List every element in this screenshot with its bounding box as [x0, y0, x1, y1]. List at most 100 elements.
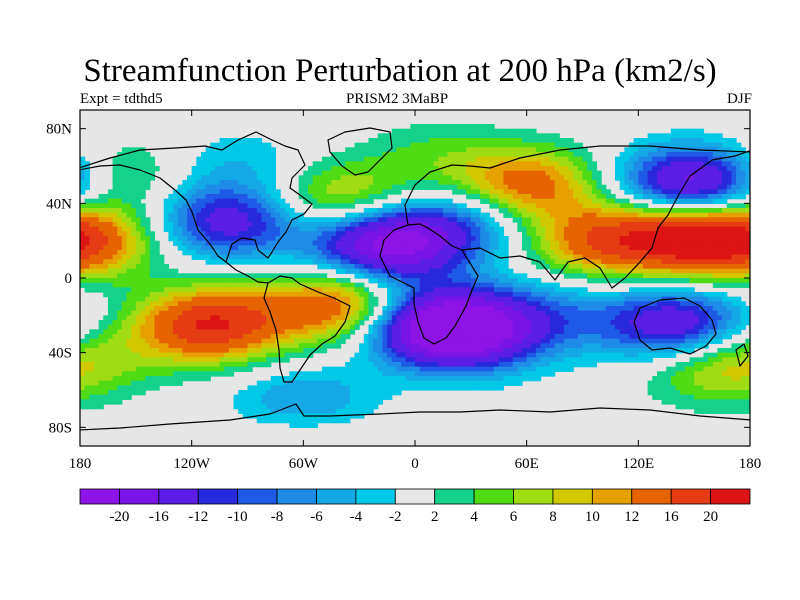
field-cell — [568, 273, 574, 279]
field-cell — [717, 152, 723, 158]
field-cell — [698, 315, 705, 321]
field-cell — [433, 152, 439, 158]
field-cell — [559, 203, 565, 209]
field-cell — [303, 306, 309, 312]
field-cell — [712, 222, 719, 228]
field-cell — [601, 273, 607, 279]
field-cell — [219, 278, 225, 284]
field-cell — [619, 161, 625, 167]
field-cell — [503, 156, 509, 162]
field-cell — [280, 226, 286, 232]
field-cell — [624, 226, 630, 232]
field-cell — [382, 306, 388, 312]
field-cell — [405, 203, 411, 209]
field-cell — [466, 124, 472, 130]
field-cell — [405, 296, 411, 302]
field-cell — [210, 315, 216, 321]
field-cell — [112, 296, 118, 302]
field-cell — [214, 184, 221, 190]
field-cell — [522, 198, 528, 204]
field-cell — [656, 296, 663, 302]
field-cell — [638, 273, 644, 279]
field-cell — [498, 198, 504, 204]
field-cell — [173, 198, 179, 204]
field-cell — [280, 282, 286, 288]
field-cell — [415, 170, 421, 176]
field-cell — [522, 156, 528, 162]
field-cell — [703, 222, 709, 228]
field-cell — [624, 268, 630, 274]
field-cell — [484, 147, 491, 153]
field-cell — [270, 310, 277, 316]
field-cell — [154, 310, 160, 316]
field-cell — [708, 208, 714, 214]
field-cell — [526, 301, 532, 307]
field-cell — [535, 287, 542, 293]
field-cell — [145, 184, 151, 190]
field-cell — [238, 217, 244, 223]
field-cell — [563, 254, 570, 260]
field-cell — [205, 292, 211, 298]
field-cell — [428, 222, 435, 228]
field-cell — [629, 152, 635, 158]
field-cell — [526, 222, 532, 228]
field-cell — [294, 212, 300, 218]
field-cell — [89, 282, 95, 288]
field-cell — [554, 217, 560, 223]
field-cell — [121, 301, 128, 307]
field-cell — [619, 217, 625, 223]
field-cell — [326, 296, 332, 302]
field-cell — [731, 175, 737, 181]
field-cell — [712, 133, 719, 139]
field-cell — [275, 292, 281, 298]
field-cell — [680, 310, 686, 316]
field-cell — [256, 240, 263, 246]
field-cell — [373, 254, 379, 260]
field-cell — [480, 226, 486, 232]
field-cell — [340, 287, 346, 293]
field-cell — [396, 203, 402, 209]
field-cell — [601, 217, 607, 223]
field-cell — [349, 203, 356, 209]
field-cell — [247, 254, 253, 260]
field-cell — [270, 217, 277, 223]
field-cell — [675, 142, 681, 148]
field-cell — [447, 161, 453, 167]
field-cell — [401, 180, 407, 186]
field-cell — [424, 203, 430, 209]
field-cell — [159, 315, 165, 321]
field-cell — [205, 184, 211, 190]
field-cell — [410, 306, 416, 312]
field-cell — [177, 203, 183, 209]
field-cell — [694, 156, 700, 162]
field-cell — [140, 189, 146, 195]
field-cell — [722, 175, 728, 181]
field-cell — [708, 254, 714, 260]
field-cell — [284, 222, 290, 228]
field-cell — [456, 212, 463, 218]
field-cell — [689, 208, 695, 214]
field-cell — [503, 189, 509, 195]
field-cell — [126, 212, 132, 218]
field-cell — [210, 301, 216, 307]
field-cell — [489, 273, 495, 279]
field-cell — [498, 208, 504, 214]
field-cell — [410, 245, 416, 251]
field-cell — [326, 264, 332, 270]
field-cell — [89, 268, 95, 274]
field-cell — [307, 273, 314, 279]
field-cell — [545, 226, 551, 232]
field-cell — [270, 203, 277, 209]
field-cell — [642, 217, 649, 223]
field-cell — [559, 292, 565, 298]
field-cell — [131, 282, 137, 288]
field-cell — [340, 184, 346, 190]
field-cell — [126, 310, 132, 316]
field-cell — [503, 301, 509, 307]
field-cell — [238, 156, 244, 162]
field-cell — [708, 194, 714, 200]
field-cell — [335, 282, 342, 288]
field-cell — [484, 254, 491, 260]
field-cell — [219, 203, 225, 209]
field-cell — [652, 138, 658, 144]
